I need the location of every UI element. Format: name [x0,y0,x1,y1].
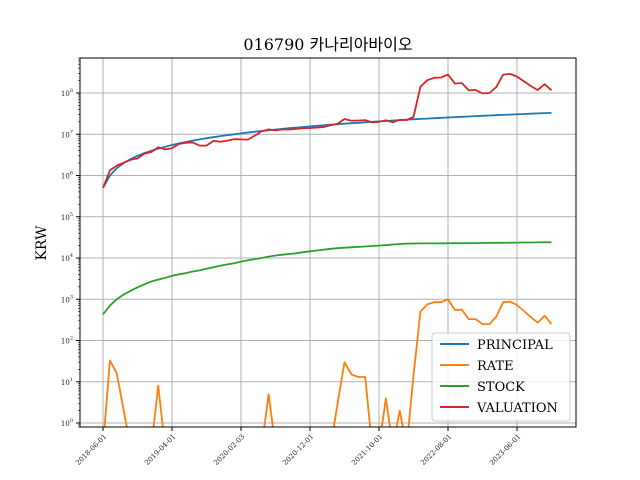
series-line-stock [102,241,552,315]
y-tick-base: 10 [61,90,70,98]
y-tick-base: 10 [61,131,70,139]
y-tick-label: 105 [61,212,73,222]
series-line-valuation [102,73,553,189]
y-tick-exp: 5 [70,212,73,218]
legend-label-stock: STOCK [477,380,525,395]
axes-frame [79,57,577,428]
legend-box [431,332,571,422]
y-tick-label: 106 [61,171,73,181]
y-tick-exp: 6 [70,171,73,177]
legend-label-principal: PRINCIPAL [477,338,553,353]
y-tick-exp: 0 [70,418,73,424]
y-tick-base: 10 [61,296,70,304]
y-tick-label: 101 [61,377,73,387]
y-tick-exp: 3 [70,294,73,300]
y-tick-exp: 2 [70,336,73,342]
y-axis-label: KRW [34,225,50,261]
y-tick-base: 10 [61,338,70,346]
legend-label-rate: RATE [477,359,514,374]
y-tick-exp: 7 [70,129,73,135]
y-tick-exp: 8 [70,88,73,94]
y-tick-base: 10 [61,379,70,387]
legend: PRINCIPAL RATE STOCK VALUATION [431,332,571,422]
y-tick-label: 103 [61,294,73,304]
y-tick-exp: 1 [70,377,73,383]
chart-title: 016790 카나리아바이오 [243,35,412,54]
y-tick-exp: 4 [70,253,73,259]
plot-area [102,73,553,427]
y-tick-label: 100 [61,418,73,428]
y-tick-base: 10 [61,173,70,181]
series-line-rate [103,298,553,427]
y-tick-base: 10 [61,214,70,222]
y-tick-base: 10 [61,255,70,263]
legend-label-valuation: VALUATION [476,401,558,416]
y-tick-label: 102 [61,336,73,346]
y-tick-label: 108 [61,88,73,98]
y-tick-label: 104 [61,253,73,263]
y-tick-base: 10 [61,420,70,428]
y-tick-label: 107 [61,129,73,139]
